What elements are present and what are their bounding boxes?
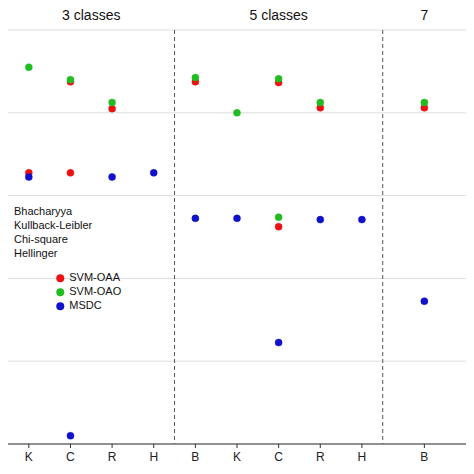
legend-label: MSDC [69, 299, 101, 311]
point [25, 64, 32, 71]
legend-label: SVM-OAO [69, 285, 121, 297]
grid-line [383, 278, 466, 279]
grid-line [383, 30, 466, 31]
grid-line [8, 195, 175, 196]
chart: K C R H 3 classes Bhacharyya Kullback-Leibler C… [0, 0, 474, 474]
panel-title: 3 classes [62, 7, 120, 23]
point [421, 298, 428, 305]
point [109, 105, 116, 112]
grid-line [175, 195, 383, 196]
x-tick [195, 444, 196, 448]
x-tick [424, 444, 425, 448]
point [275, 223, 282, 230]
point [234, 215, 241, 222]
grid-line [175, 112, 383, 113]
grid-line [8, 30, 175, 31]
point [275, 75, 282, 82]
grid-line [8, 361, 175, 362]
panel-title: 7 [420, 7, 428, 23]
panel: B K C R H 5 classes [175, 7, 383, 464]
x-tick-label: R [108, 450, 117, 464]
x-tick-label: H [149, 450, 158, 464]
point [192, 74, 199, 81]
x-tick-label: K [25, 450, 33, 464]
x-tick-label: C [274, 450, 283, 464]
point [275, 339, 282, 346]
marks [421, 99, 428, 305]
point [67, 76, 74, 83]
grid-line [175, 361, 383, 362]
x-tick-label: H [358, 450, 367, 464]
annotation: Hellinger [14, 247, 58, 259]
x-tick [28, 444, 29, 448]
x-tick-label: C [66, 450, 75, 464]
point [192, 215, 199, 222]
point [67, 432, 74, 439]
point [67, 169, 74, 176]
panel-title: 5 classes [249, 7, 307, 23]
x-tick [112, 444, 113, 448]
grid-line [383, 112, 466, 113]
x-tick [361, 444, 362, 448]
grid-line [175, 30, 383, 31]
point [109, 99, 116, 106]
grid-line [383, 361, 466, 362]
legend-marker [56, 302, 64, 310]
point [109, 173, 116, 180]
point [234, 109, 241, 116]
x-axis-line [8, 444, 175, 445]
legend: SVM-OAA SVM-OAO MSDC [56, 271, 121, 311]
x-tick-label: B [420, 450, 428, 464]
annotation: Chi-square [14, 233, 68, 245]
point [421, 99, 428, 106]
grid-line [383, 195, 466, 196]
point [275, 214, 282, 221]
grid-line [8, 444, 175, 445]
point [25, 173, 32, 180]
panel: K C R H 3 classes Bhacharyya Kullback-Leibler C… [8, 7, 175, 464]
panel: B7 [383, 7, 466, 464]
point [317, 216, 324, 223]
x-tick-label: K [233, 450, 241, 464]
x-tick [237, 444, 238, 448]
legend-marker [56, 274, 64, 282]
annotation: Bhacharyya [14, 205, 73, 217]
point [317, 99, 324, 106]
legend-marker [56, 288, 64, 296]
panel-separator [382, 30, 383, 444]
annotation: Kullback-Leibler [14, 219, 93, 231]
panel-separator [174, 30, 175, 444]
grid-line [8, 112, 175, 113]
x-tick [320, 444, 321, 448]
legend-label: SVM-OAA [69, 271, 120, 283]
x-tick-label: R [316, 450, 325, 464]
marks [192, 74, 366, 346]
grid-line [175, 278, 383, 279]
x-tick-label: B [191, 450, 199, 464]
point [358, 216, 365, 223]
point [150, 169, 157, 176]
x-tick [70, 444, 71, 448]
x-tick [153, 444, 154, 448]
x-tick [278, 444, 279, 448]
